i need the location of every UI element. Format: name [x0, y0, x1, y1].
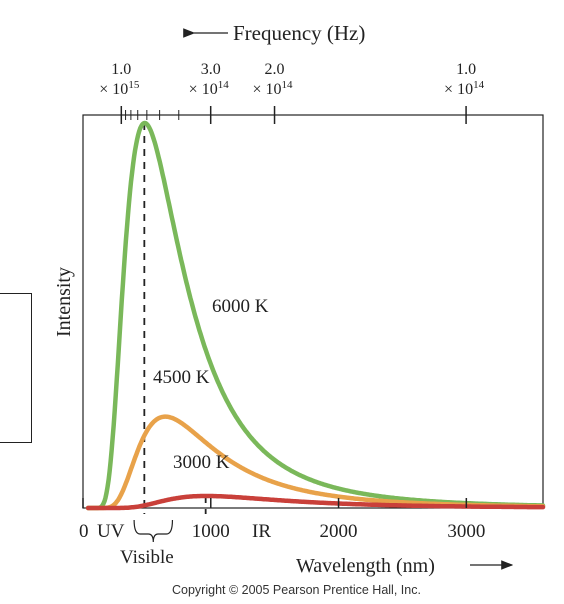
top-tick-power: × 1014: [189, 79, 230, 98]
ir-label: IR: [252, 521, 271, 542]
uv-label: UV: [97, 521, 125, 542]
series-curves: [85, 120, 546, 511]
x-axis-ticks: [82, 498, 468, 508]
series-labels: 6000 K 4500 K 3000 K: [153, 296, 269, 473]
top-tick-power: × 1014: [253, 79, 294, 98]
top-axis-ticks: [120, 106, 467, 124]
x-tick-label: 0: [79, 521, 89, 542]
top-tick-mantissa: 1.0: [111, 61, 131, 78]
x-tick-label: 2000: [320, 521, 358, 542]
top-tick-mantissa: 1.0: [456, 61, 476, 78]
series-line: [85, 414, 546, 511]
visible-label: Visible: [120, 547, 174, 568]
y-axis-title: Intensity: [53, 267, 75, 337]
x-tick-label: 3000: [447, 521, 485, 542]
top-tick-mantissa: 3.0: [201, 61, 221, 78]
peak-guides: [143, 123, 207, 514]
x-tick-label: 1000: [192, 521, 230, 542]
x-axis-title: Wavelength (nm): [296, 555, 435, 577]
plot-frame: [82, 114, 544, 509]
side-box: [0, 293, 32, 443]
x-axis-labels: 0 1000 2000 3000: [79, 521, 485, 542]
series-label: 4500 K: [153, 367, 210, 388]
top-tick-power: × 1014: [444, 79, 485, 98]
series-line: [85, 493, 546, 511]
visible-brace: [133, 519, 174, 543]
series-line: [85, 120, 546, 511]
series-label: 3000 K: [173, 452, 230, 473]
top-tick-mantissa: 2.0: [265, 61, 285, 78]
series-label: 6000 K: [212, 296, 269, 317]
copyright: Copyright © 2005 Pearson Prentice Hall, …: [172, 583, 421, 597]
top-axis-title: Frequency (Hz): [233, 21, 365, 45]
top-tick-power: × 1015: [99, 79, 140, 98]
